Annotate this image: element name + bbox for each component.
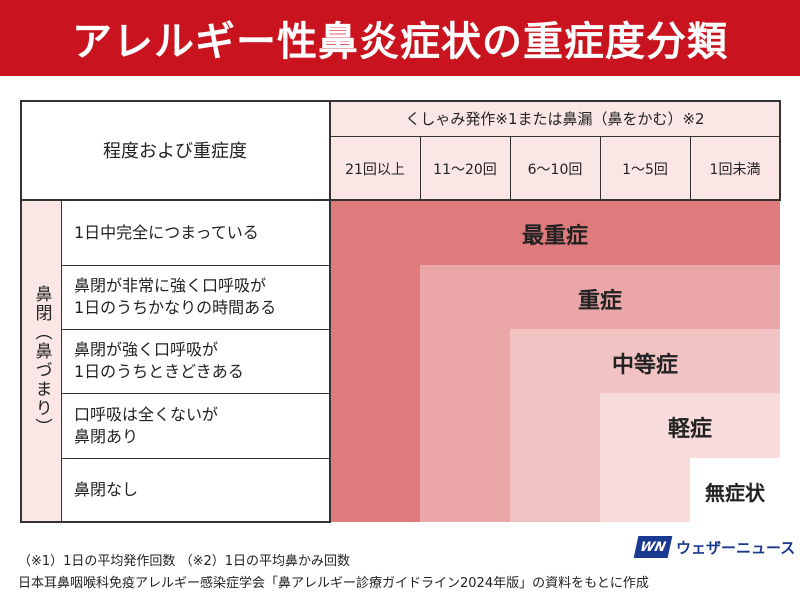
table-border-bottom	[20, 521, 331, 523]
row-line-2	[62, 329, 330, 330]
col-line-1	[420, 137, 421, 200]
severity-mild: 軽症	[667, 417, 712, 442]
row-line-4	[62, 458, 330, 459]
col-line-3	[600, 137, 601, 200]
row-label-2: 鼻閉が非常に強く口呼吸が 1日のうちかなりの時間ある	[74, 276, 277, 317]
col-line-2	[510, 137, 511, 200]
row-label-4: 口呼吸は全くないが 鼻閉あり	[74, 404, 219, 446]
page-title: アレルギー性鼻炎症状の重症度分類	[72, 19, 728, 65]
title-bar	[0, 0, 800, 76]
severity-severe: 重症	[577, 289, 622, 314]
none-region	[690, 458, 780, 522]
col-header-under-1: 1回未満	[709, 161, 761, 178]
weathernews-logo: WN ウェザーニュース	[633, 536, 796, 558]
row-label-1: 1日中完全につまっている	[74, 222, 259, 242]
row-label-divider	[329, 100, 331, 523]
subheader-line	[330, 136, 781, 137]
footnote: （※1）1日の平均発作回数 （※2）1日の平均鼻かみ回数	[18, 554, 351, 569]
sneeze-header: くしゃみ発作※1または鼻漏（鼻をかむ）※2	[405, 109, 705, 128]
logo-text: ウェザーニュース	[676, 538, 796, 557]
group-divider	[61, 200, 62, 522]
col-header-6-10: 6〜10回	[527, 161, 583, 178]
row-label-5: 鼻閉なし	[74, 480, 139, 500]
severity-moderate: 中等症	[611, 353, 678, 378]
row-line-1	[62, 265, 330, 266]
row-label-3: 鼻閉が強く口呼吸が 1日のうちときどきある	[74, 340, 244, 381]
severity-none: 無症状	[705, 481, 765, 505]
row-line-3	[62, 393, 330, 394]
table-border-top	[20, 100, 781, 102]
corner-header: 程度および重症度	[103, 141, 247, 162]
col-header-21-plus: 21回以上	[345, 161, 405, 178]
row-group-label: 鼻閉（鼻づまり）	[31, 285, 52, 437]
severity-most-severe: 最重症	[521, 224, 588, 249]
col-line-4	[690, 137, 691, 200]
col-header-11-20: 11〜20回	[433, 161, 497, 178]
table-border-right	[779, 100, 781, 200]
row-group-bg	[20, 200, 62, 522]
wn-logo-icon: WN	[633, 536, 673, 558]
source-note: 日本耳鼻咽喉科免疫アレルギー感染症学会「鼻アレルギー診療ガイドライン2024年版…	[18, 576, 649, 591]
header-top-bg	[330, 100, 780, 200]
header-bottom-line	[20, 199, 781, 201]
table-border-left	[20, 100, 22, 523]
col-header-1-5: 1〜5回	[622, 161, 668, 178]
